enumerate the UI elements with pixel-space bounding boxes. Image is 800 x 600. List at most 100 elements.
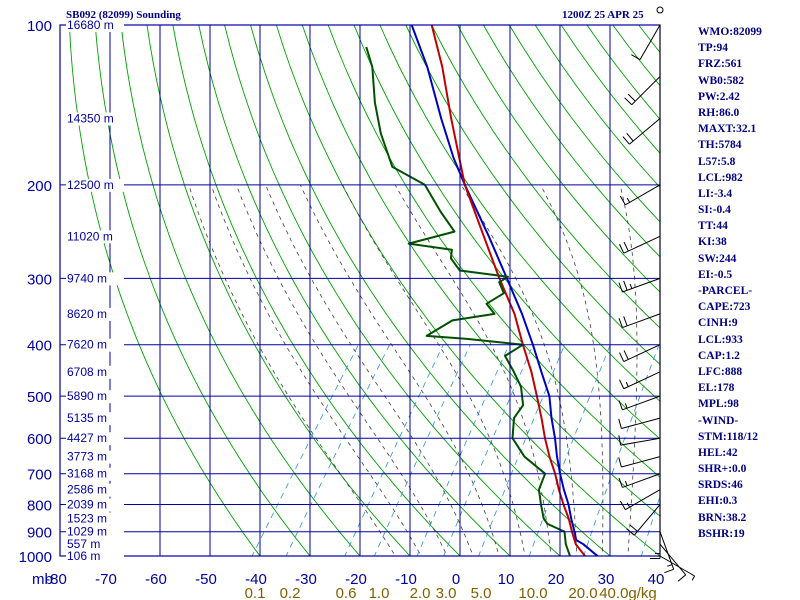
temperature-tick-label: 0 <box>452 571 460 588</box>
wind-barb <box>625 489 661 511</box>
height-label-bg <box>66 483 124 497</box>
wind-barb-feather <box>618 318 623 328</box>
wind-barb <box>621 417 661 429</box>
pressure-tick-label: 1000 <box>19 549 52 566</box>
index-line: MAXT:32.1 <box>698 123 757 136</box>
dry-adiabat <box>224 25 561 556</box>
wind-barb-half-feather <box>625 381 629 387</box>
index-line: RH:86.0 <box>698 106 740 119</box>
wind-barb <box>659 543 687 576</box>
height-label: 2039 m <box>67 498 107 512</box>
wind-barb-feather <box>624 97 633 106</box>
moist-adiabat <box>188 184 396 556</box>
height-label-bg <box>66 112 124 126</box>
wind-barb <box>623 235 661 254</box>
wind-barb <box>659 531 675 570</box>
height-label: 8620 m <box>67 307 107 321</box>
height-label-bg <box>66 498 124 512</box>
pressure-tick-label: 300 <box>27 271 52 288</box>
temperature-tick-label: -40 <box>245 571 267 588</box>
height-label: 12500 m <box>67 178 114 192</box>
moist-adiabat <box>299 184 500 556</box>
wind-barb <box>622 313 661 329</box>
dry-adiabat <box>120 25 361 556</box>
mixing-ratio-label: 40.0g/kg <box>599 585 657 600</box>
height-label: 9740 m <box>67 271 107 285</box>
pressure-tick-label: 100 <box>27 18 52 35</box>
index-line: EL:178 <box>698 382 735 395</box>
mixing-ratio-label: 20.0 <box>568 585 597 600</box>
height-label: 11020 m <box>67 229 113 243</box>
mixing-ratio-label: 5.0 <box>471 585 492 600</box>
temperature-tick-label: -10 <box>395 571 417 588</box>
height-label-bg <box>66 307 124 321</box>
temperature-tick-label: -80 <box>45 571 67 588</box>
wind-barb-feather <box>626 133 634 142</box>
wind-barb-feather <box>618 418 622 429</box>
dry-adiabat <box>146 25 411 556</box>
wind-barb-feather <box>619 195 626 206</box>
index-line: -WIND- <box>698 414 739 427</box>
wind-barb-feather <box>618 282 623 293</box>
mixing-ratio-label: 10.0 <box>518 585 547 600</box>
mixing-ratio-line <box>528 344 611 556</box>
index-line: SW:244 <box>698 252 737 265</box>
index-line: CAPE:723 <box>698 301 751 314</box>
wind-barb-half-feather <box>626 197 631 203</box>
dry-adiabat <box>94 25 311 556</box>
moist-adiabat <box>540 184 604 556</box>
height-label-bg <box>66 272 124 286</box>
index-line: EHI:0.3 <box>698 495 738 508</box>
wind-barb-half-feather <box>626 502 631 508</box>
index-line: STM:118/12 <box>698 430 759 443</box>
height-label: 4427 m <box>67 431 107 445</box>
height-label-bg <box>66 19 124 32</box>
wind-barb-feather <box>623 280 628 291</box>
dry-adiabat <box>431 25 660 329</box>
dry-adiabat <box>198 25 511 556</box>
index-line: L57:5.8 <box>698 155 736 168</box>
wind-barb <box>621 456 661 468</box>
mixing-ratio-line <box>416 344 510 556</box>
mixing-ratio-line <box>285 344 390 556</box>
moist-adiabat <box>619 184 638 556</box>
dewpoint-trace <box>365 46 571 556</box>
dry-adiabat <box>457 25 660 293</box>
index-line: MPL:98 <box>698 398 739 411</box>
wind-barb-feather <box>618 400 623 411</box>
index-line: SRDS:46 <box>698 479 743 492</box>
moist-adiabat <box>342 184 526 556</box>
mixing-ratio-label: 0.1 <box>245 585 266 600</box>
moist-adiabat <box>210 184 422 556</box>
wind-barb <box>659 555 695 577</box>
temperature-tick-label: -60 <box>145 571 167 588</box>
parcel-trace <box>410 25 599 556</box>
height-label-bg <box>66 450 124 464</box>
pressure-tick-label: 900 <box>27 525 52 542</box>
mixing-ratio-label: 0.6 <box>336 585 357 600</box>
height-label: 3168 m <box>67 467 107 481</box>
indices-panel: WMO:82099 TP:94 FRZ:561 WB0:582 PW:2.42 RH:86… <box>698 24 800 542</box>
mixing-ratio-line <box>251 344 359 556</box>
height-label-bg <box>66 390 124 404</box>
pressure-tick-label: 800 <box>27 498 52 515</box>
temperature-tick-label: 20 <box>548 571 565 588</box>
index-line: TT:44 <box>698 220 728 233</box>
mixing-ratio-label: 2.0 <box>410 585 431 600</box>
temperature-tick-label: 10 <box>498 571 515 588</box>
height-label: 5890 m <box>67 389 107 403</box>
index-line: WMO:82099 <box>698 26 762 38</box>
moist-adiabat <box>394 184 552 556</box>
pressure-tick-label: 600 <box>27 431 52 448</box>
moist-adiabat <box>235 184 448 556</box>
index-line: FRZ:561 <box>698 58 743 71</box>
temperature-tick-label: -70 <box>95 571 117 588</box>
wind-barb-feather <box>627 93 636 102</box>
index-line: TP:94 <box>698 42 729 55</box>
wind-barb <box>631 76 661 106</box>
wind-barb <box>625 184 661 206</box>
index-line: LFC:888 <box>698 365 743 378</box>
height-label: 3773 m <box>67 450 107 464</box>
index-line: CAP:1.2 <box>698 349 740 362</box>
